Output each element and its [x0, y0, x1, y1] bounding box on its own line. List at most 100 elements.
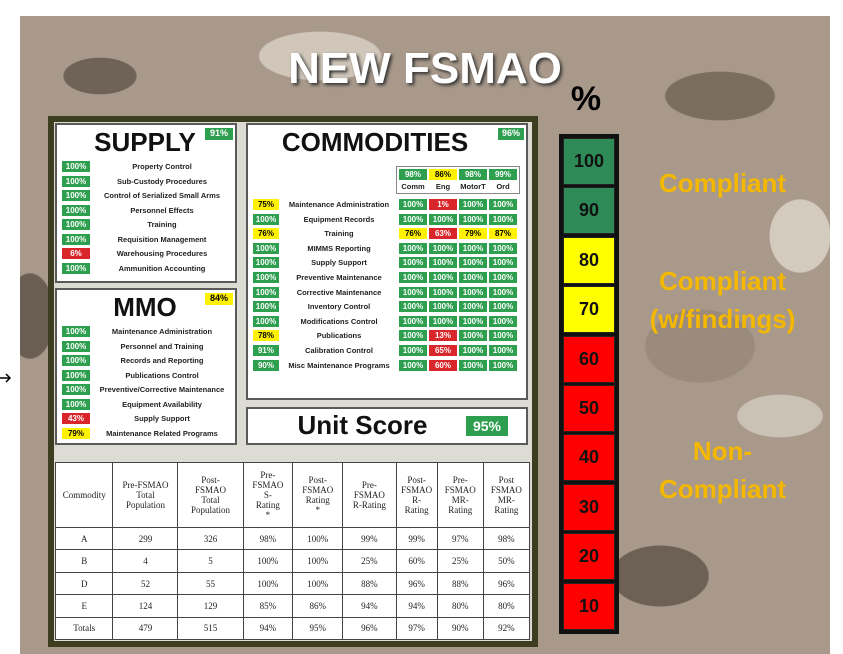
cell-value: 100%	[489, 243, 517, 254]
cell-value: 100%	[399, 272, 427, 283]
item-score: 43%	[62, 413, 90, 424]
row-label: Publications	[282, 330, 396, 341]
scale-level: 50	[563, 385, 615, 432]
table-cell: 95%	[293, 617, 343, 639]
column-label: Eng	[427, 181, 459, 192]
cell-value: 100%	[459, 330, 487, 341]
table-cell: 98%	[243, 528, 293, 550]
zone-label: Non- Compliant	[625, 432, 820, 508]
cell-value: 100%	[429, 243, 457, 254]
arrow	[0, 370, 12, 386]
unit-score-value: 95%	[466, 416, 508, 436]
row-score: 100%	[253, 272, 279, 283]
cell-value: 100%	[429, 301, 457, 312]
unit-score-label: Unit Score	[270, 410, 455, 441]
scale-level: 80	[563, 237, 615, 284]
table-cell: Totals	[56, 617, 113, 639]
item-label: Equipment Availability	[92, 399, 232, 410]
cell-value: 100%	[399, 287, 427, 298]
item-score: 100%	[62, 326, 90, 337]
cell-value: 100%	[489, 301, 517, 312]
row-label: Equipment Records	[282, 214, 396, 225]
table-cell: 99%	[396, 528, 437, 550]
scale-level: 40	[563, 434, 615, 481]
commodities-score: 96%	[498, 128, 524, 140]
item-score: 100%	[62, 370, 90, 381]
table-cell: D	[56, 572, 113, 594]
table-cell: 88%	[343, 572, 396, 594]
item-label: Sub-Custody Procedures	[92, 176, 232, 187]
cell-value: 100%	[459, 243, 487, 254]
cell-value: 100%	[429, 272, 457, 283]
cell-value: 100%	[399, 360, 427, 371]
row-score: 100%	[253, 287, 279, 298]
cell-value: 100%	[459, 214, 487, 225]
row-score: 90%	[253, 360, 279, 371]
table-cell: E	[56, 595, 113, 617]
cell-value: 65%	[429, 345, 457, 356]
cell-value: 100%	[489, 345, 517, 356]
table-cell: 100%	[293, 572, 343, 594]
table-cell: 124	[113, 595, 178, 617]
item-score: 100%	[62, 219, 90, 230]
item-label: Maintenance Related Programs	[92, 428, 232, 439]
item-label: Property Control	[92, 161, 232, 172]
row-label: Supply Support	[282, 257, 396, 268]
cell-value: 76%	[399, 228, 427, 239]
row-score: 100%	[253, 316, 279, 327]
cell-value: 100%	[459, 199, 487, 210]
cell-value: 100%	[489, 287, 517, 298]
row-label: Maintenance Administration	[282, 199, 396, 210]
cell-value: 100%	[489, 316, 517, 327]
table-cell: 55	[178, 572, 243, 594]
item-label: Preventive/Corrective Maintenance	[92, 384, 232, 395]
table-cell: 326	[178, 528, 243, 550]
item-score: 100%	[62, 161, 90, 172]
cell-value: 100%	[399, 345, 427, 356]
table-cell: 94%	[243, 617, 293, 639]
table-cell: 99%	[343, 528, 396, 550]
scale-level: 10	[563, 583, 615, 630]
cell-value: 100%	[489, 360, 517, 371]
item-label: Ammunition Accounting	[92, 263, 232, 274]
table-cell: Post- FSMAO R- Rating	[396, 463, 437, 528]
table-cell: Pre- FSMAO R-Rating	[343, 463, 396, 528]
cell-value: 100%	[399, 330, 427, 341]
cell-value: 100%	[429, 214, 457, 225]
table-cell: 100%	[243, 550, 293, 572]
commodities-title: COMMODITIES	[250, 127, 500, 158]
column-score: 99%	[489, 169, 517, 180]
row-score: 100%	[253, 214, 279, 225]
table-cell: 25%	[437, 550, 483, 572]
table-cell: 90%	[437, 617, 483, 639]
table-cell: 96%	[343, 617, 396, 639]
table-cell: Pre- FSMAO S- Rating *	[243, 463, 293, 528]
table-cell: 85%	[243, 595, 293, 617]
percent-sign: %	[568, 80, 604, 119]
cell-value: 13%	[429, 330, 457, 341]
table-cell: 94%	[396, 595, 437, 617]
cell-value: 100%	[429, 257, 457, 268]
table-cell: 86%	[293, 595, 343, 617]
cell-value: 100%	[459, 301, 487, 312]
row-label: Calibration Control	[282, 345, 396, 356]
scale-level: 60	[563, 336, 615, 383]
table-cell: 97%	[437, 528, 483, 550]
table-cell: Pre-FSMAO Total Population	[113, 463, 178, 528]
item-label: Personnel Effects	[92, 205, 232, 216]
table-cell: 92%	[483, 617, 529, 639]
cell-value: 100%	[429, 287, 457, 298]
cell-value: 100%	[399, 243, 427, 254]
item-label: Requisition Management	[92, 234, 232, 245]
row-score: 100%	[253, 301, 279, 312]
table-cell: 50%	[483, 550, 529, 572]
table-cell: 299	[113, 528, 178, 550]
row-score: 76%	[253, 228, 279, 239]
table-cell: Commodity	[56, 463, 113, 528]
cell-value: 100%	[459, 272, 487, 283]
table-cell: 96%	[483, 572, 529, 594]
table-cell: 100%	[243, 572, 293, 594]
